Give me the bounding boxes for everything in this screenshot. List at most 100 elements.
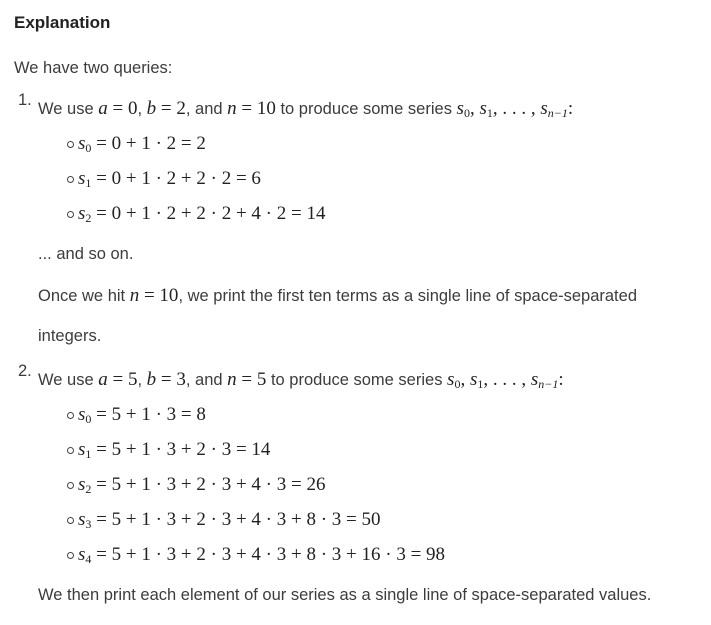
variable-name: s — [479, 98, 487, 119]
variable-subscript: 1 — [85, 447, 92, 461]
text-segment: , and — [185, 100, 228, 118]
text-segment: We use — [38, 371, 99, 389]
variable-subscript: n−1 — [547, 106, 568, 120]
math-variable: s1 — [479, 98, 493, 120]
query-intro: We use a = 0, b = 2, and n = 10 to produ… — [38, 91, 711, 126]
text-segment: , and — [185, 371, 228, 389]
math-segment: = 0 + 1 · 2 + 2 · 2 = 6 — [91, 168, 261, 189]
variable-name: s — [469, 369, 478, 390]
math-variable: n — [227, 98, 237, 119]
text-segment: ... and so on. — [38, 245, 134, 263]
math-variable: s0 — [78, 404, 92, 426]
variable-name: s — [78, 203, 86, 224]
math-variable: s2 — [78, 203, 92, 225]
series-term: s0 = 5 + 1 · 3 = 8 — [38, 397, 711, 432]
math-segment: = 3 — [156, 369, 186, 390]
text-segment: , we print the first ten terms as a sing… — [178, 287, 637, 305]
text-segment: , — [137, 371, 147, 389]
variable-name: a — [98, 98, 108, 119]
variable-name: s — [540, 98, 548, 119]
math-variable: s2 — [78, 474, 92, 496]
text-segment: to produce some series — [266, 371, 448, 389]
bullet-circle-icon — [67, 552, 74, 559]
variable-name: n — [227, 369, 237, 390]
variable-name: s — [78, 509, 86, 530]
math-variable: s1 — [78, 439, 92, 461]
variable-name: b — [146, 98, 157, 119]
query-list: 1. We use a = 0, b = 2, and n = 10 to pro… — [14, 91, 711, 613]
math-segment: , . . . , — [492, 98, 541, 119]
math-segment: = 10 — [139, 285, 179, 306]
bullet-circle-icon — [67, 412, 74, 419]
variable-subscript: 4 — [85, 552, 92, 566]
text-segment: We then print each element of our series… — [38, 586, 652, 604]
math-segment: = 5 — [107, 369, 138, 390]
explanation-line: ... and so on. — [38, 237, 711, 272]
section-title: Explanation — [14, 13, 111, 32]
math-variable: s3 — [78, 509, 91, 531]
math-variable: sn−1 — [540, 98, 568, 120]
math-variable: sn−1 — [531, 369, 559, 391]
variable-name: s — [78, 404, 86, 425]
bullet-circle-icon — [67, 176, 74, 183]
series-term: s2 = 5 + 1 · 3 + 2 · 3 + 4 · 3 = 26 — [38, 467, 711, 502]
explanation-line: integers. — [38, 319, 711, 354]
variable-name: s — [78, 133, 86, 154]
variable-name: a — [98, 369, 108, 390]
text-segment: integers. — [38, 327, 102, 345]
variable-subscript: 0 — [85, 412, 92, 426]
text-segment: to produce some series — [275, 100, 457, 118]
math-variable: a — [98, 98, 108, 119]
variable-subscript: 0 — [85, 141, 92, 155]
series-term: s4 = 5 + 1 · 3 + 2 · 3 + 4 · 3 + 8 · 3 +… — [38, 537, 711, 572]
math-variable: n — [130, 285, 140, 306]
math-variable: s0 — [78, 133, 92, 155]
query-intro: We use a = 5, b = 3, and n = 5 to produc… — [38, 362, 711, 397]
variable-subscript: 1 — [477, 377, 484, 391]
math-segment: = 0 — [107, 98, 138, 119]
query-item: 2. We use a = 5, b = 3, and n = 5 to prod… — [14, 362, 711, 613]
math-segment: = 5 — [236, 369, 267, 390]
math-variable: s0 — [447, 369, 461, 391]
math-variable: s1 — [78, 168, 92, 190]
math-segment: = 5 + 1 · 3 + 2 · 3 = 14 — [91, 439, 271, 460]
math-segment: = 2 — [156, 98, 186, 119]
variable-name: s — [456, 98, 464, 119]
variable-subscript: 2 — [85, 482, 92, 496]
variable-subscript: 0 — [454, 377, 461, 391]
math-segment: = 0 + 1 · 2 + 2 · 2 + 4 · 2 = 14 — [91, 203, 326, 224]
math-variable: s0 — [456, 98, 470, 120]
math-segment: = 0 + 1 · 2 = 2 — [91, 133, 206, 154]
list-number: 2. — [18, 362, 32, 380]
variable-subscript: 1 — [486, 106, 493, 120]
math-segment: , — [460, 369, 470, 390]
bullet-circle-icon — [67, 141, 74, 148]
math-segment: , . . . , — [483, 369, 531, 390]
series-term: s1 = 5 + 1 · 3 + 2 · 3 = 14 — [38, 432, 711, 467]
series-term: s1 = 0 + 1 · 2 + 2 · 2 = 6 — [38, 161, 711, 196]
math-segment: = 5 + 1 · 3 + 2 · 3 + 4 · 3 = 26 — [91, 474, 326, 495]
list-number: 1. — [18, 91, 32, 109]
bullet-circle-icon — [67, 517, 74, 524]
series-term: s3 = 5 + 1 · 3 + 2 · 3 + 4 · 3 + 8 · 3 =… — [38, 502, 711, 537]
math-variable: n — [227, 369, 237, 390]
variable-subscript: 0 — [463, 106, 470, 120]
variable-name: s — [78, 544, 86, 565]
math-segment: : — [567, 98, 574, 119]
variable-subscript: 1 — [85, 176, 92, 190]
bullet-circle-icon — [67, 211, 74, 218]
text-segment: We use — [38, 100, 99, 118]
variable-subscript: 2 — [85, 211, 92, 225]
intro-text: We have two queries: — [14, 59, 173, 77]
series-term: s2 = 0 + 1 · 2 + 2 · 2 + 4 · 2 = 14 — [38, 196, 711, 231]
text-segment: Once we hit — [38, 287, 130, 305]
variable-name: s — [78, 474, 86, 495]
math-segment: , — [469, 98, 480, 119]
text-segment: , — [137, 100, 147, 118]
math-segment: : — [558, 369, 564, 390]
math-segment: = 5 + 1 · 3 = 8 — [91, 404, 206, 425]
query-item: 1. We use a = 0, b = 2, and n = 10 to pro… — [14, 91, 711, 354]
math-variable: s1 — [469, 369, 484, 391]
explanation-line: We then print each element of our series… — [38, 578, 711, 613]
